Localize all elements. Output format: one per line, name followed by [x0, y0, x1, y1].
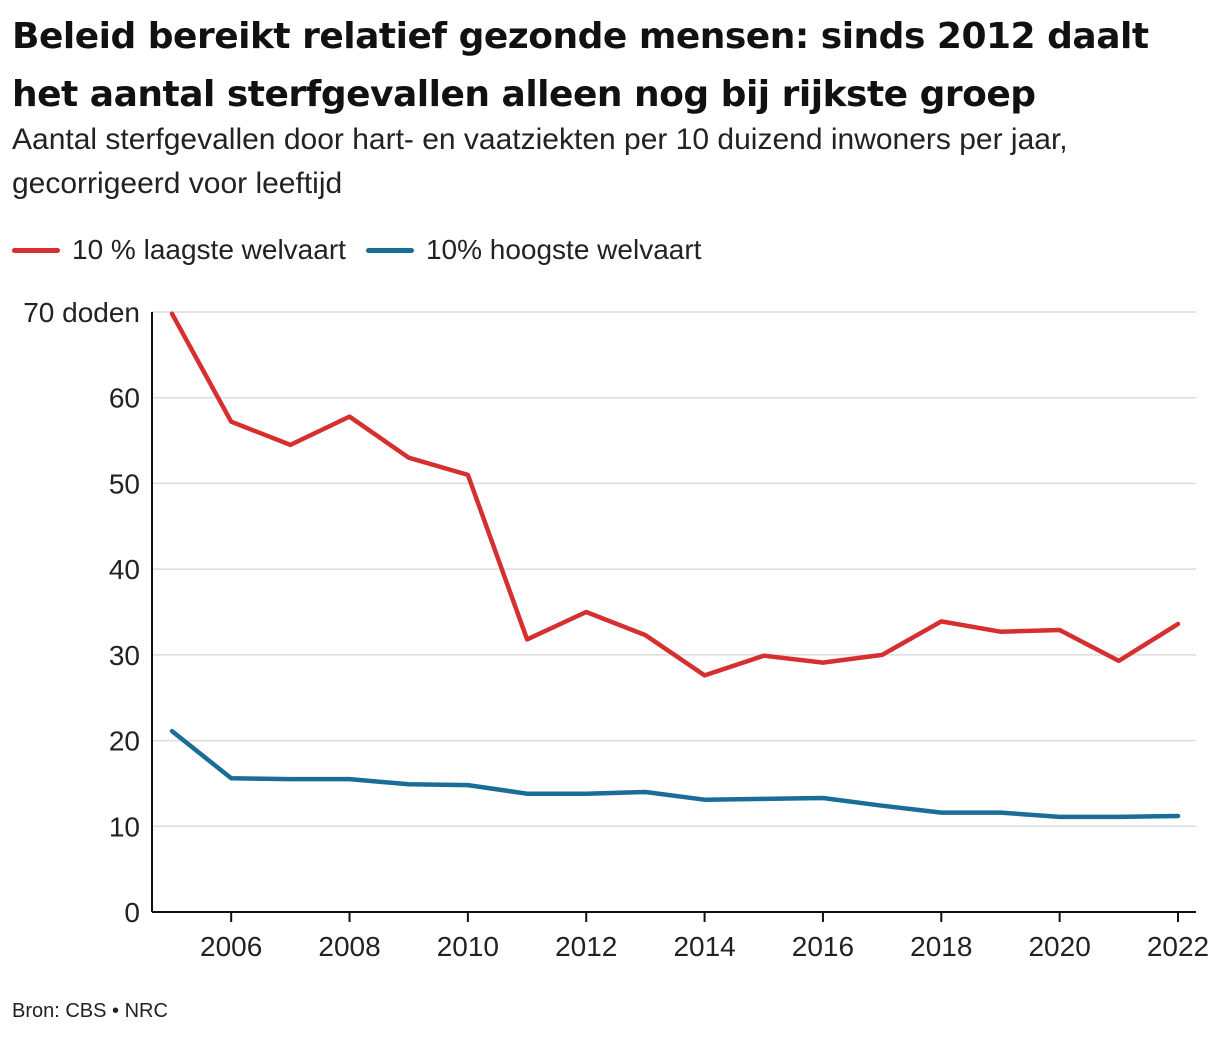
series-line-hoogste-welvaart [169, 728, 1181, 820]
grid-lines [152, 311, 1196, 828]
legend-swatch-high [365, 247, 414, 253]
x-tick-label-2022: 2022 [1147, 931, 1209, 962]
y-tick-label-50: 50 [109, 468, 140, 499]
x-tick-label-2008: 2008 [318, 931, 380, 962]
x-tick-label-2018: 2018 [910, 931, 972, 962]
legend-swatch-low [12, 247, 60, 253]
chart-subtitle: Aantal sterfgevallen door hart- en vaatz… [12, 123, 1068, 200]
y-tick-label-40: 40 [109, 554, 140, 585]
legend-label-low: 10 % laagste welvaart [72, 234, 346, 265]
chart-title: Beleid bereikt relatief gezonde mensen: … [12, 16, 1149, 115]
y-tick-label-0: 0 [124, 897, 140, 928]
legend-item-low: 10 % laagste welvaart [12, 234, 346, 266]
legend-item-high: 10% hoogste welvaart [365, 234, 702, 266]
x-tick-label-2020: 2020 [1028, 931, 1090, 962]
y-axis: 0 10 20 30 40 50 60 70 doden [23, 297, 153, 928]
x-tick-label-2016: 2016 [792, 931, 854, 962]
legend: 10 % laagste welvaart 10% hoogste welvaa… [12, 230, 721, 270]
series-line-laagste-welvaart [169, 311, 1181, 678]
y-tick-label-20: 20 [109, 726, 140, 757]
x-tick-label-2010: 2010 [437, 931, 499, 962]
x-tick-label-2014: 2014 [673, 931, 735, 962]
y-tick-label-60: 60 [109, 383, 140, 414]
x-tick-label-2006: 2006 [200, 931, 262, 962]
y-tick-label-10: 10 [109, 811, 140, 842]
series-lines [169, 311, 1181, 820]
source-note: Bron: CBS • NRC [12, 1000, 168, 1022]
x-tick-label-2012: 2012 [555, 931, 617, 962]
y-tick-label-30: 30 [109, 640, 140, 671]
x-axis: 2006 2008 2010 2012 2014 2016 2018 2020 2022 [152, 911, 1209, 962]
y-tick-label-70: 70 doden [23, 297, 140, 328]
legend-label-high: 10% hoogste welvaart [425, 234, 702, 265]
